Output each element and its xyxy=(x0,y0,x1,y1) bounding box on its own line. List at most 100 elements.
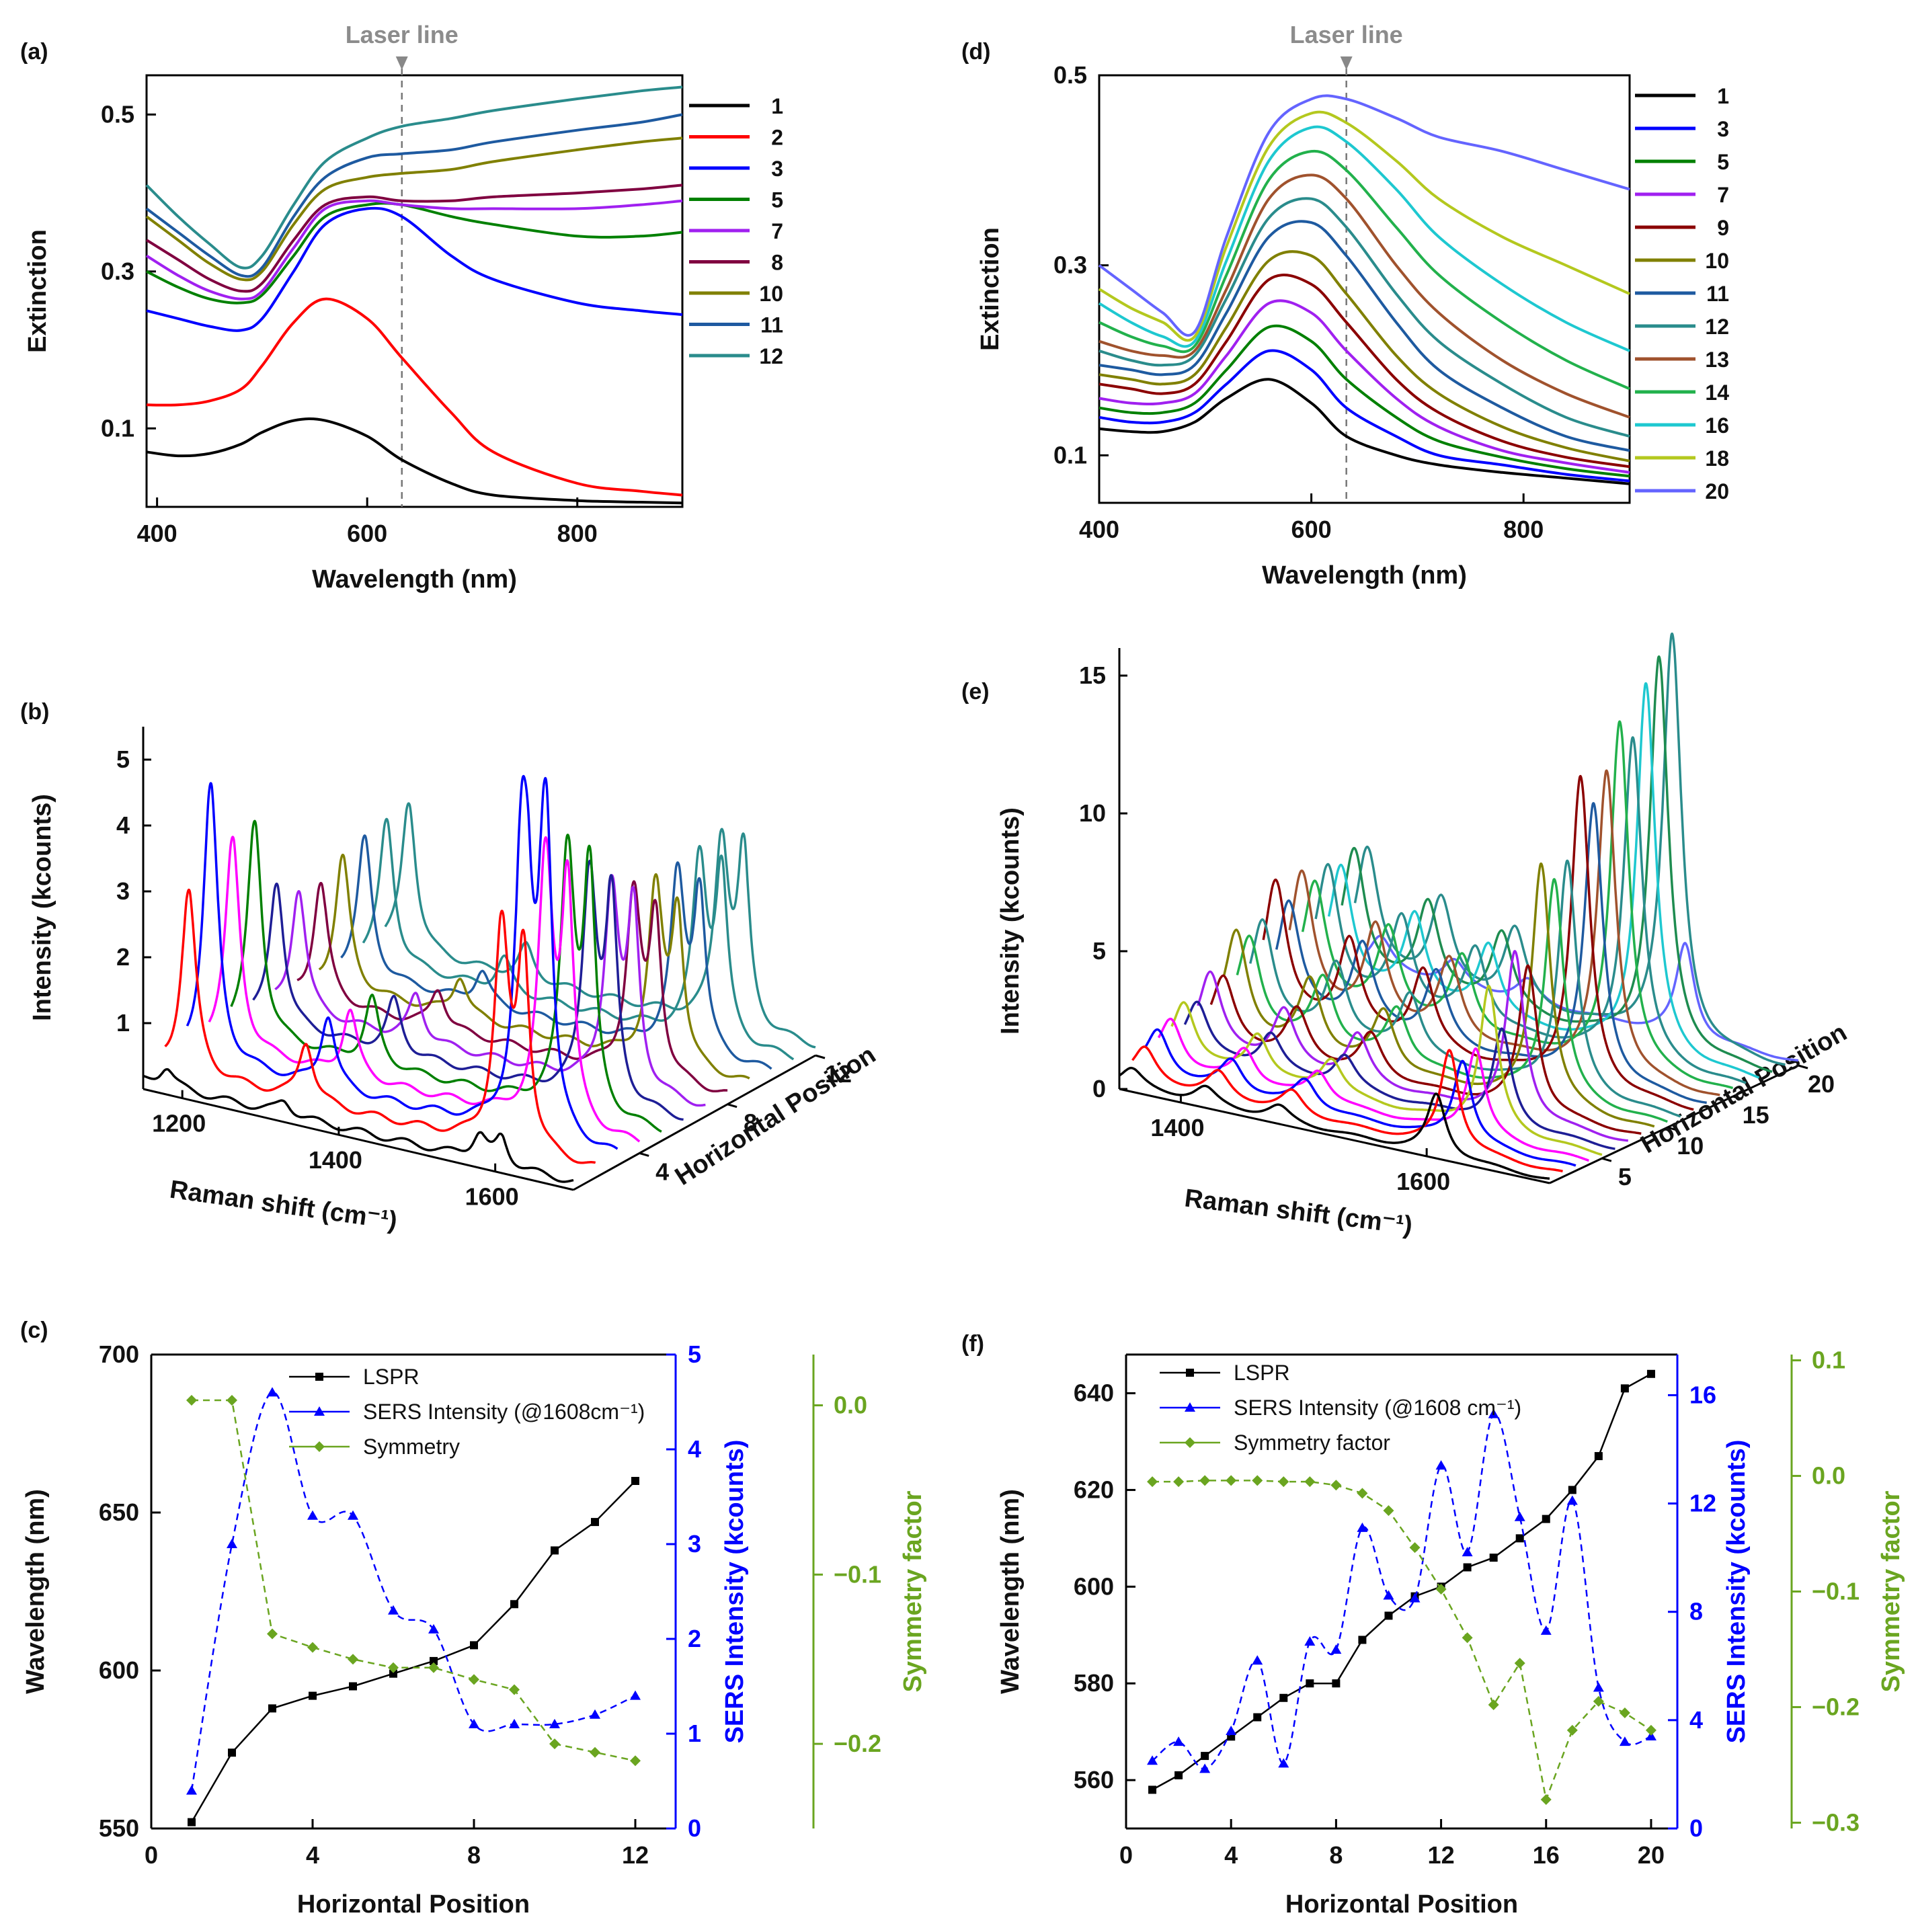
lspr-marker xyxy=(1489,1554,1498,1562)
symmetry-marker xyxy=(186,1394,197,1406)
x-tick-label: 600 xyxy=(347,520,387,547)
legend-label: 1 xyxy=(1717,84,1729,108)
series-line-y xyxy=(190,1480,636,1823)
y3-tick-label: −0.3 xyxy=(1812,1808,1860,1836)
z-axis-label: Horizontal Position xyxy=(670,1041,881,1191)
series-line-2 xyxy=(146,297,683,497)
y-tick-label: 0.3 xyxy=(101,257,134,285)
spectrum-line-1 xyxy=(1118,1066,1550,1180)
spectrum-line-13 xyxy=(1275,802,1707,1104)
raman-axis xyxy=(1119,1088,1550,1184)
y-tick-label: 600 xyxy=(1074,1572,1114,1600)
y2-axis-label: SERS Intensity (kcounts) xyxy=(721,1440,749,1744)
sers-marker xyxy=(1383,1590,1394,1600)
symmetry-marker xyxy=(1488,1699,1499,1711)
x-axis-label: Wavelength (nm) xyxy=(312,565,517,594)
legend-label: 18 xyxy=(1705,446,1729,471)
sers-marker xyxy=(1330,1644,1342,1654)
spectrum-line-7 xyxy=(1197,950,1629,1142)
symmetry-marker xyxy=(1147,1476,1158,1488)
series-line-11 xyxy=(145,113,683,278)
symmetry-marker xyxy=(1409,1542,1421,1554)
x-tick-label: 1600 xyxy=(1396,1168,1450,1195)
symmetry-marker xyxy=(509,1684,520,1695)
x-tick-label: 600 xyxy=(1291,516,1332,543)
x-axis-label: Raman shift (cm⁻¹) xyxy=(1183,1184,1414,1240)
lspr-marker xyxy=(188,1818,196,1826)
y-tick-label: 0.3 xyxy=(1053,251,1087,279)
z-tick xyxy=(815,1054,826,1059)
sers-marker xyxy=(1593,1682,1604,1692)
series-line-y xyxy=(1152,1373,1652,1791)
x-tick-label: 8 xyxy=(467,1841,481,1869)
symmetry-marker xyxy=(307,1642,318,1653)
y-tick-label: 640 xyxy=(1074,1379,1114,1407)
legend-label: 5 xyxy=(771,188,783,212)
symmetry-marker xyxy=(1566,1724,1578,1736)
y-axis-label: Wavelength (nm) xyxy=(22,1489,50,1694)
y3-tick-label: −0.1 xyxy=(834,1560,881,1588)
legend-label: 14 xyxy=(1705,380,1729,405)
lspr-marker xyxy=(268,1704,276,1713)
symmetry-marker xyxy=(469,1674,479,1685)
sers-marker xyxy=(186,1785,197,1795)
y-tick-label: 0.5 xyxy=(1053,61,1087,89)
x-tick-label: 1400 xyxy=(1150,1114,1204,1141)
z-tick xyxy=(1601,1157,1612,1162)
lspr-marker xyxy=(1332,1679,1341,1688)
spectrum-line-15 xyxy=(1301,720,1734,1090)
symmetry-marker xyxy=(1462,1632,1473,1644)
y-tick-label: 10 xyxy=(1079,799,1106,827)
panel-e-plot: 0 5 10 15 Intensity (kcounts) 1400 1600 5 10 15 20… xyxy=(996,632,1851,1240)
spectrum-line-9 xyxy=(318,853,750,1080)
spectrum-line-2 xyxy=(164,889,596,1164)
sers-marker xyxy=(1514,1511,1525,1521)
sers-marker xyxy=(1304,1636,1316,1646)
symmetry-marker xyxy=(227,1394,237,1406)
x-tick-label: 400 xyxy=(137,520,177,547)
spectrum-line-6 xyxy=(1183,1000,1615,1150)
symmetry-marker xyxy=(428,1662,439,1673)
x-tick-label: 400 xyxy=(1079,516,1119,543)
laser-arrow-icon xyxy=(395,56,408,70)
spectrum-line-3 xyxy=(186,774,618,1150)
symmetry-marker xyxy=(1593,1695,1604,1707)
series-line-18 xyxy=(1098,110,1630,342)
x-tick-label: 12 xyxy=(1428,1841,1455,1869)
symmetry-marker xyxy=(267,1628,278,1640)
y2-tick-label: 12 xyxy=(1689,1490,1716,1517)
spectrum-line-19 xyxy=(1353,632,1786,1066)
y2-tick-label: 2 xyxy=(688,1625,701,1652)
sers-marker xyxy=(469,1718,479,1728)
legend-label: 12 xyxy=(1705,315,1729,339)
lspr-marker xyxy=(470,1641,478,1650)
series-line-7 xyxy=(1099,299,1630,474)
series-line-12 xyxy=(145,85,683,270)
sers-marker xyxy=(1619,1736,1630,1746)
y2-tick-label: 16 xyxy=(1689,1381,1716,1408)
y2-tick-label: 5 xyxy=(688,1340,701,1368)
plot-frame xyxy=(1098,74,1631,504)
lspr-marker xyxy=(1148,1785,1157,1794)
sers-marker xyxy=(388,1605,399,1615)
y-tick-label: 0.1 xyxy=(1053,441,1087,469)
symmetry-marker xyxy=(1514,1658,1525,1669)
z-tick-label: 8 xyxy=(744,1109,757,1137)
raman-axis xyxy=(143,1088,574,1191)
legend-label: 11 xyxy=(1706,282,1729,306)
y-tick-label: 5 xyxy=(116,746,130,773)
legend-label: 7 xyxy=(1717,183,1729,207)
sers-marker xyxy=(590,1709,600,1719)
y3-tick-label: 0.0 xyxy=(834,1392,867,1419)
symmetry-marker xyxy=(388,1662,399,1673)
lspr-marker xyxy=(1594,1452,1603,1461)
x-tick-label: 800 xyxy=(557,520,598,547)
symmetry-marker xyxy=(1357,1488,1368,1499)
y-axis-label: Intensity (kcounts) xyxy=(28,794,56,1021)
series-line-20 xyxy=(1098,94,1630,337)
sers-marker xyxy=(1278,1758,1289,1768)
sers-marker xyxy=(1488,1408,1499,1418)
symmetry-marker xyxy=(1435,1584,1447,1595)
x-axis-label: Horizontal Position xyxy=(297,1890,530,1919)
